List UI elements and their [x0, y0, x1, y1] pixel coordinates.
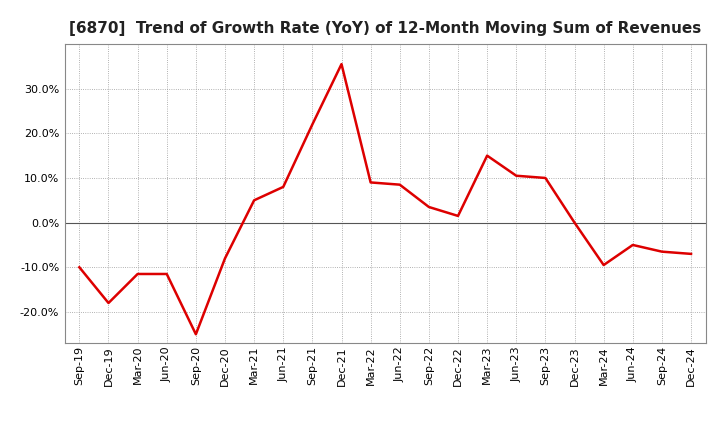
- Title: [6870]  Trend of Growth Rate (YoY) of 12-Month Moving Sum of Revenues: [6870] Trend of Growth Rate (YoY) of 12-…: [69, 21, 701, 36]
